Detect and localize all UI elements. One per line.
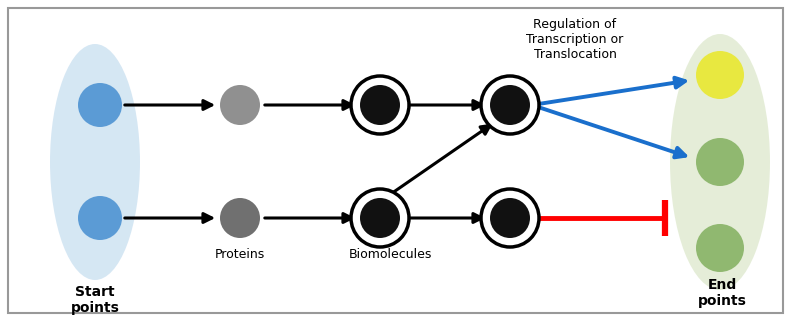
Text: End
points: End points [697, 278, 747, 308]
Text: Start
points: Start points [71, 285, 119, 315]
Circle shape [220, 198, 260, 238]
Text: Proteins: Proteins [215, 248, 265, 261]
Ellipse shape [670, 34, 770, 290]
Circle shape [360, 85, 400, 125]
Circle shape [78, 196, 122, 240]
Ellipse shape [50, 44, 140, 280]
Circle shape [481, 189, 539, 247]
Circle shape [351, 76, 409, 134]
Circle shape [696, 51, 744, 99]
Text: Regulation of
Transcription or
Translocation: Regulation of Transcription or Transloca… [526, 18, 623, 61]
Circle shape [351, 189, 409, 247]
Circle shape [78, 83, 122, 127]
Circle shape [490, 85, 530, 125]
Circle shape [481, 76, 539, 134]
Circle shape [696, 224, 744, 272]
Text: Biomolecules: Biomolecules [348, 248, 432, 261]
Circle shape [490, 198, 530, 238]
Circle shape [220, 85, 260, 125]
Circle shape [696, 138, 744, 186]
Circle shape [360, 198, 400, 238]
